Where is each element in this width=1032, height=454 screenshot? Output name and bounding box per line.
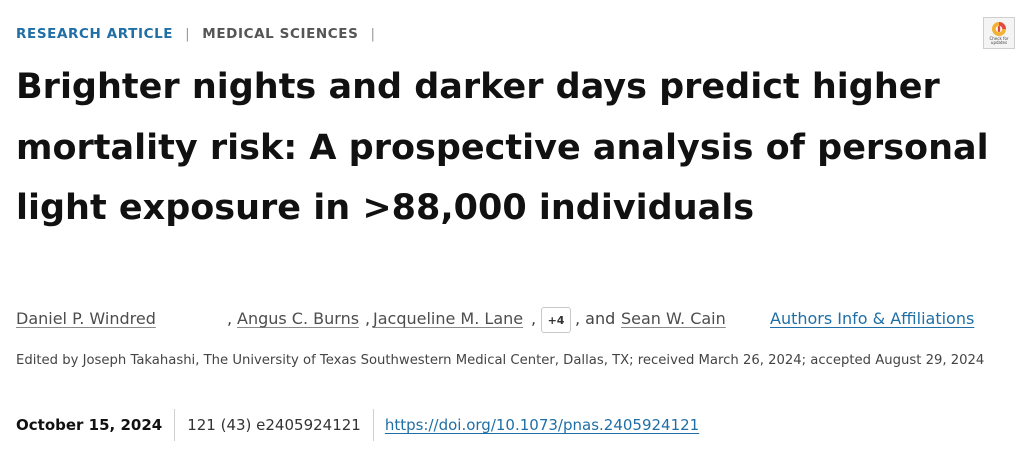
- publication-meta: October 15, 2024 121 (43) e2405924121 ht…: [16, 409, 699, 441]
- check-for-updates-icon: [992, 22, 1006, 36]
- author-link[interactable]: Angus C. Burns: [237, 309, 360, 328]
- author-link[interactable]: Sean W. Cain: [621, 309, 726, 328]
- author-comma: ,: [227, 309, 233, 328]
- edited-by-statement: Edited by Joseph Takahashi, The Universi…: [16, 353, 985, 368]
- subject-label[interactable]: MEDICAL SCIENCES: [202, 26, 359, 42]
- article-header: RESEARCH ARTICLE | MEDICAL SCIENCES |: [16, 26, 388, 42]
- header-separator-trailing: |: [370, 26, 376, 42]
- citation-info: 121 (43) e2405924121: [187, 416, 361, 434]
- and-separator: , and: [575, 309, 616, 328]
- article-type-label[interactable]: RESEARCH ARTICLE: [16, 26, 174, 42]
- check-for-updates-label: Check for updates: [989, 36, 1009, 45]
- author-link[interactable]: Jacqueline M. Lane: [373, 309, 524, 328]
- author-list: Daniel P. Windred , Angus C. Burns , Jac…: [16, 307, 1016, 333]
- doi-link[interactable]: https://doi.org/10.1073/pnas.2405924121: [384, 416, 700, 434]
- meta-divider: [174, 409, 176, 441]
- publication-date: October 15, 2024: [16, 416, 163, 434]
- author-comma: ,: [531, 309, 537, 328]
- meta-divider: [372, 409, 374, 441]
- check-for-updates-button[interactable]: Check for updates: [983, 17, 1015, 49]
- header-separator: |: [185, 26, 191, 42]
- authors-info-affiliations-link[interactable]: Authors Info & Affiliations: [770, 309, 975, 328]
- author-comma: ,: [365, 309, 371, 328]
- article-title: Brighter nights and darker days predict …: [16, 67, 989, 228]
- show-more-authors-button[interactable]: +4: [541, 307, 571, 333]
- author-link[interactable]: Daniel P. Windred: [16, 309, 156, 328]
